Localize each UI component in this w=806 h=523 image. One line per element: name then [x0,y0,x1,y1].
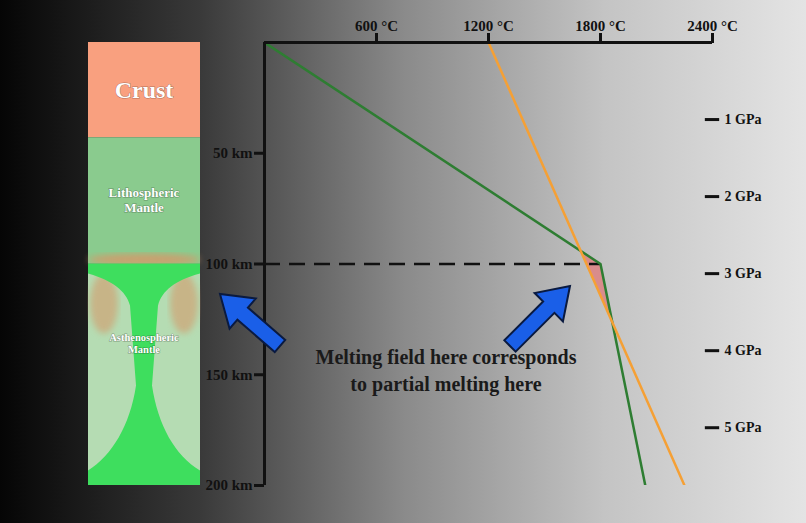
svg-text:1200 °C: 1200 °C [463,18,514,34]
svg-text:100 km: 100 km [205,256,253,272]
svg-text:1 GPa: 1 GPa [725,112,762,127]
svg-text:2400 °C: 2400 °C [687,18,738,34]
svg-text:Melting field here corresponds: Melting field here correspondsto partial… [316,346,577,396]
svg-text:LithosphericMantle: LithosphericMantle [109,185,180,215]
svg-text:Crust: Crust [115,77,174,103]
svg-text:3 GPa: 3 GPa [725,266,762,281]
svg-text:4 GPa: 4 GPa [725,343,762,358]
svg-text:200 km: 200 km [205,477,253,493]
svg-text:5 GPa: 5 GPa [725,420,762,435]
svg-text:50 km: 50 km [213,145,253,161]
svg-text:600 °C: 600 °C [355,18,398,34]
svg-text:AsthenosphericMantle: AsthenosphericMantle [109,332,179,355]
svg-text:2 GPa: 2 GPa [725,189,762,204]
svg-text:1800 °C: 1800 °C [575,18,626,34]
svg-text:150 km: 150 km [205,367,253,383]
